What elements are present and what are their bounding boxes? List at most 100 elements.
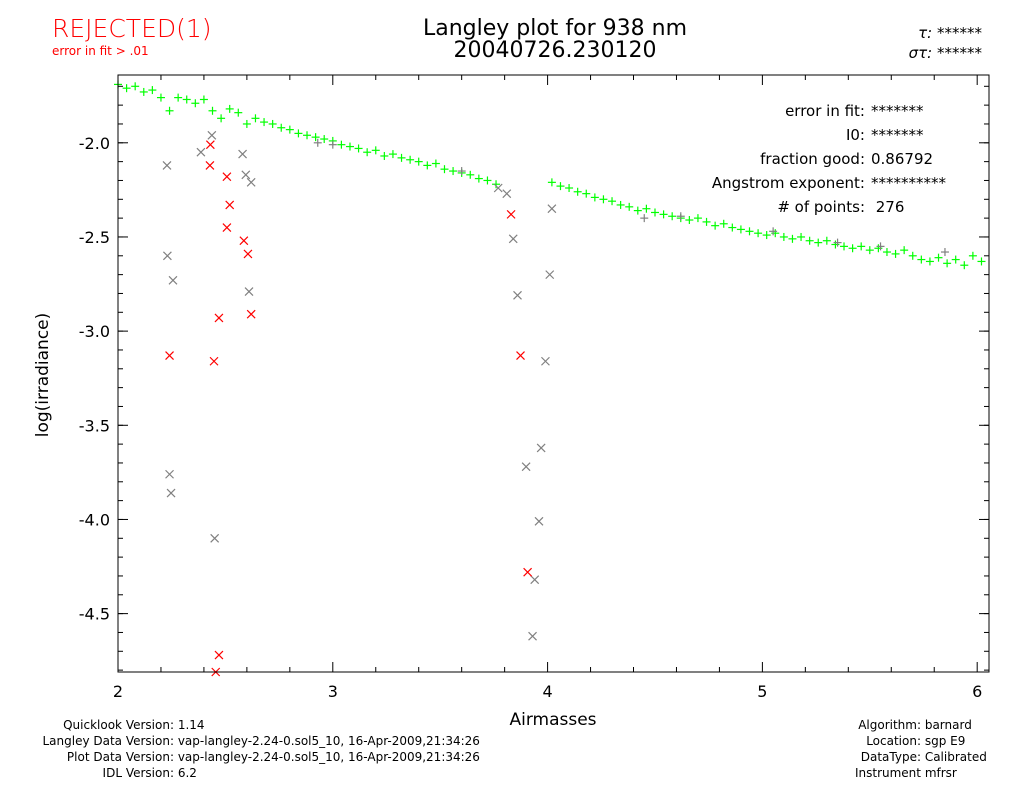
x-marker — [166, 488, 176, 498]
fit-stat-value: ******* — [871, 126, 924, 144]
plus-marker — [311, 133, 320, 142]
plus-marker — [814, 238, 823, 247]
rejected-status: REJECTED(1) — [52, 14, 212, 43]
plus-marker — [833, 238, 842, 247]
plus-marker — [397, 153, 406, 162]
x-marker — [243, 249, 253, 259]
x-marker — [214, 650, 224, 660]
plus-marker — [234, 108, 243, 117]
plus-marker — [840, 242, 849, 251]
plus-marker — [431, 159, 440, 168]
plus-marker — [423, 161, 432, 170]
x-marker — [214, 313, 224, 323]
plus-marker — [728, 223, 737, 232]
plus-marker — [685, 216, 694, 225]
y-axis-label: log(irradiance) — [33, 313, 53, 438]
plus-marker — [960, 261, 969, 270]
fit-stat-value: 276 — [871, 198, 905, 216]
footer-value: barnard — [924, 718, 972, 732]
x-marker — [508, 234, 518, 244]
fit-stat-value: ******* — [871, 102, 924, 120]
plus-marker — [328, 140, 337, 149]
fit-stat-row: fraction good: — [760, 150, 865, 168]
x-marker — [238, 149, 248, 159]
plus-marker — [771, 229, 780, 238]
rejected-reason: error in fit > .01 — [52, 44, 149, 58]
plus-marker — [940, 248, 949, 257]
x-marker — [205, 140, 215, 150]
plus-marker — [736, 225, 745, 234]
fit-stat-row: # of points: — [777, 198, 865, 216]
footer-right-row: Algorithm: barnard — [826, 718, 972, 732]
x-marker — [244, 287, 254, 297]
plus-marker — [225, 104, 234, 113]
plus-marker — [320, 135, 329, 144]
plus-marker — [769, 227, 778, 236]
x-marker — [241, 170, 251, 180]
footer-value: vap-langley-2.24-0.sol5_10, 16-Apr-2009,… — [177, 750, 480, 764]
tau-value: ****** — [937, 24, 982, 42]
plus-marker — [556, 182, 565, 191]
plus-marker — [762, 231, 771, 240]
plus-marker — [406, 155, 415, 164]
footer-left-row: Langley Data Version: vap-langley-2.24-0… — [4, 734, 479, 748]
plus-marker — [573, 187, 582, 196]
x-marker — [246, 177, 256, 187]
plus-marker — [483, 176, 492, 185]
x-marker — [162, 160, 172, 170]
x-marker — [506, 209, 516, 219]
x-marker — [521, 462, 531, 472]
plus-marker — [968, 251, 977, 260]
x-marker — [162, 251, 172, 261]
x-marker — [528, 631, 537, 641]
plus-marker — [788, 234, 797, 243]
plus-marker — [857, 242, 866, 251]
plus-marker — [590, 193, 599, 202]
plus-marker — [337, 140, 346, 149]
sigma-tau-label: στ: — [908, 44, 933, 62]
plus-marker — [865, 246, 874, 255]
plus-marker — [313, 138, 322, 147]
plus-marker — [625, 202, 634, 211]
footer-right-row: Instrument mfrsr — [826, 766, 957, 780]
plus-marker — [474, 174, 483, 183]
x-marker — [168, 275, 178, 285]
plus-marker — [891, 249, 900, 258]
plus-marker — [805, 236, 814, 245]
fit-stat-label: # of points: — [777, 198, 865, 216]
x-marker — [513, 290, 522, 300]
tau-label: τ: — [918, 24, 933, 42]
plus-marker — [380, 151, 389, 160]
plus-marker — [139, 87, 148, 96]
x-marker — [239, 236, 249, 246]
plus-marker — [199, 95, 208, 104]
plus-marker — [754, 229, 763, 238]
footer-right-row: Location: sgp E9 — [826, 734, 965, 748]
x-marker — [222, 223, 232, 232]
plus-marker — [294, 129, 303, 138]
plus-marker — [174, 93, 183, 102]
plus-marker — [182, 95, 191, 104]
x-marker — [165, 469, 174, 479]
plus-marker — [565, 183, 574, 192]
plus-marker — [449, 167, 458, 176]
chart-subtitle: 20040726.230120 — [453, 38, 657, 63]
plus-marker — [874, 244, 883, 253]
x-marker — [545, 270, 555, 280]
plus-marker — [642, 204, 651, 213]
plus-marker — [440, 165, 449, 174]
plus-marker — [908, 251, 917, 260]
footer-label: Quicklook Version: — [63, 718, 174, 732]
plus-marker — [640, 214, 649, 223]
footer-right-row: DataType: Calibrated — [826, 750, 987, 764]
plus-marker — [831, 240, 840, 249]
plus-marker — [977, 257, 986, 266]
x-tick-label: 4 — [542, 682, 552, 701]
x-marker — [536, 443, 546, 453]
x-tick-label: 3 — [328, 682, 338, 701]
plus-marker — [156, 93, 165, 102]
plus-marker — [719, 219, 728, 228]
plus-marker — [616, 200, 625, 209]
sigma-tau-readout: στ: ****** — [909, 44, 982, 62]
footer-label: Instrument — [854, 766, 921, 780]
